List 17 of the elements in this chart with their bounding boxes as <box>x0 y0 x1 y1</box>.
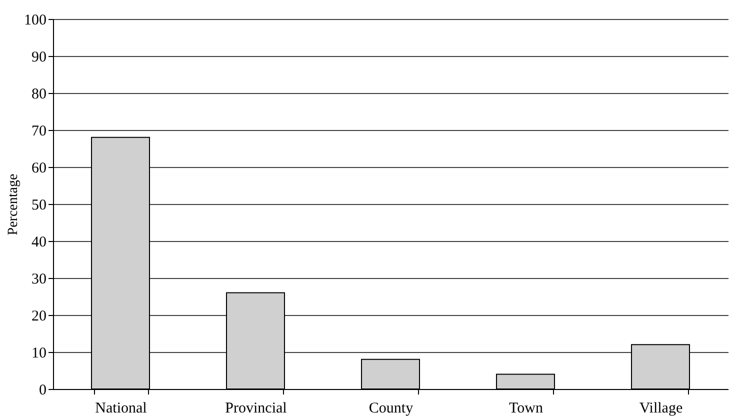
y-tick-label: 50 <box>32 198 46 214</box>
x-tick-label: Provincial <box>225 400 287 416</box>
y-tick-label: 80 <box>32 86 46 102</box>
y-axis-title: Percentage <box>6 174 21 236</box>
y-tick-label: 30 <box>32 272 46 288</box>
y-tick-label: 60 <box>32 160 46 176</box>
x-tick-label: Village <box>639 400 683 416</box>
y-tick-label: 100 <box>24 12 46 28</box>
y-tick-label: 90 <box>32 50 46 66</box>
y-tick-label: 0 <box>39 382 46 398</box>
y-tick-label: 70 <box>32 124 46 140</box>
y-tick-label: 20 <box>32 308 46 324</box>
y-tick-label: 10 <box>32 346 46 362</box>
y-tick-label: 40 <box>32 234 46 250</box>
x-tick-label: County <box>368 400 414 416</box>
x-tick-label: National <box>95 400 147 416</box>
x-tick-label: Town <box>509 400 544 416</box>
